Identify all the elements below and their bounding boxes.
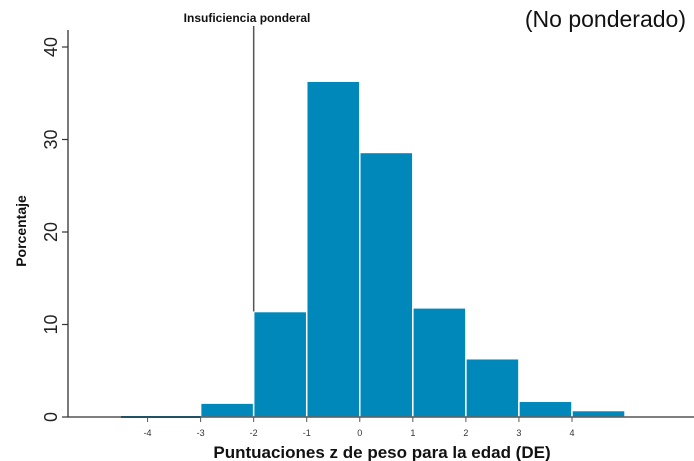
histogram-bar — [412, 307, 467, 418]
x-tick-label: -3 — [197, 428, 205, 438]
x-tick-label: -4 — [144, 428, 152, 438]
underweight-annotation: Insuficiencia ponderal — [184, 11, 311, 25]
histogram-bar — [199, 402, 255, 418]
histogram-bar — [359, 151, 414, 418]
y-tick-label: 10 — [41, 314, 61, 334]
x-tick-label: -2 — [250, 428, 258, 438]
x-tick-label: 0 — [357, 428, 362, 438]
x-tick-label: 4 — [569, 428, 574, 438]
y-axis-label: Porcentaje — [13, 195, 29, 267]
x-tick-label: 1 — [410, 428, 415, 438]
x-tick-label: 2 — [463, 428, 468, 438]
x-axis-label: Puntuaciones z de peso para la edad (DE) — [213, 443, 550, 461]
y-tick-label: 40 — [41, 37, 61, 57]
x-tick-label: 3 — [516, 428, 521, 438]
histogram-bar — [518, 400, 573, 418]
y-tick-label: 20 — [41, 222, 61, 242]
histogram-bar — [252, 310, 308, 418]
histogram-bar — [305, 80, 361, 418]
x-tick-label: -1 — [303, 428, 311, 438]
histogram-bar — [571, 409, 626, 418]
chart-subtitle: (No ponderado) — [525, 6, 686, 32]
y-tick-label: 0 — [41, 412, 61, 422]
histogram-bar — [465, 357, 520, 418]
y-tick-label: 30 — [41, 129, 61, 149]
